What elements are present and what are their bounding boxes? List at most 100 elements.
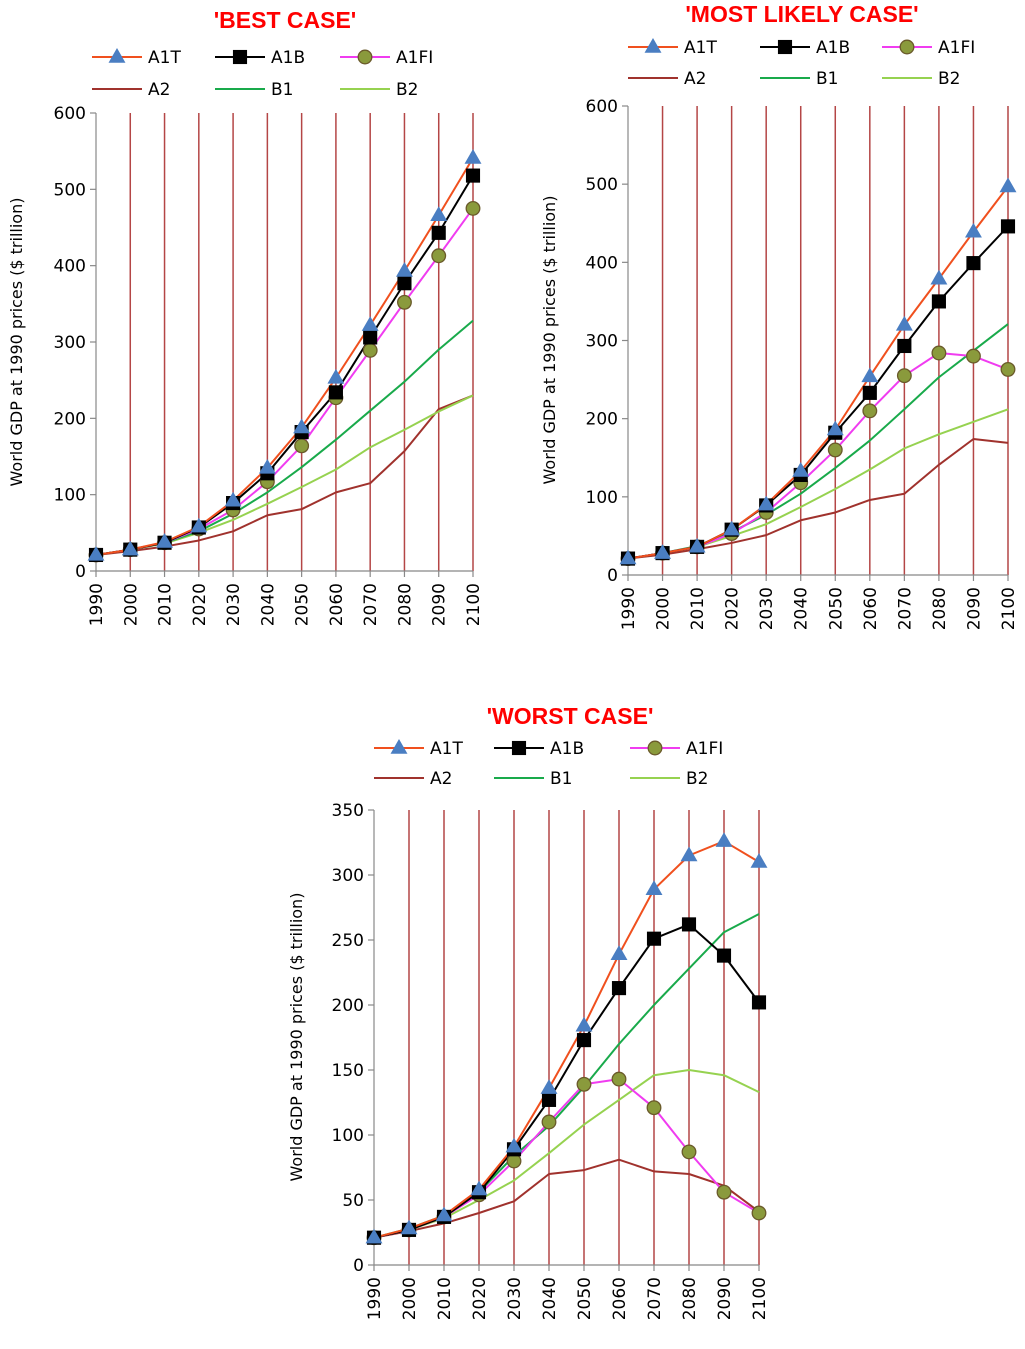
x-tick-label: 2070 (895, 587, 915, 630)
x-tick-label: 2040 (540, 1277, 560, 1320)
data-point-a1t (723, 520, 741, 536)
chart-title: 'WORST CASE' (487, 703, 654, 729)
legend-item-a1fi: A1FI (340, 48, 433, 68)
y-axis-label: World GDP at 1990 prices ($ trillion) (287, 893, 306, 1182)
data-point-a1t (435, 1206, 453, 1222)
x-tick-label: 2010 (688, 587, 708, 630)
series-line-a1b (627, 225, 1009, 560)
y-tick-label: 100 (54, 486, 86, 506)
series-a2 (373, 1158, 760, 1239)
data-point-a1t (610, 945, 628, 960)
x-tick-label: 2020 (190, 583, 210, 626)
x-tick-label: 2050 (293, 583, 313, 626)
x-tick-label: 2100 (750, 1277, 770, 1320)
legend-item-b1: B1 (215, 80, 293, 100)
x-tick-label: 2080 (680, 1277, 700, 1320)
y-tick-label: 500 (586, 175, 618, 195)
data-point-a1t (505, 1137, 523, 1153)
data-point-a1fi (294, 438, 310, 454)
data-point-a1t (861, 367, 879, 383)
legend-label: A1B (550, 739, 584, 759)
data-point-a1b (431, 225, 446, 240)
legend-item-a1t: A1T (374, 738, 463, 759)
data-point-a1t (327, 368, 345, 384)
x-tick-label: 2090 (964, 587, 984, 630)
data-point-a1b (862, 385, 877, 400)
y-tick-label: 500 (54, 180, 86, 200)
data-point-a1fi (716, 1184, 732, 1200)
y-tick-label: 200 (54, 409, 86, 429)
legend-item-b2: B2 (630, 769, 708, 789)
data-point-a1t (400, 1219, 418, 1235)
legend-label: A2 (684, 69, 706, 89)
data-point-a1b (1000, 219, 1016, 234)
chart-title: 'MOST LIKELY CASE' (685, 1, 918, 27)
y-tick-label: 600 (586, 97, 618, 117)
series-b2 (373, 1069, 760, 1239)
markers-a1t (87, 149, 482, 561)
series-line-b2 (627, 408, 1009, 560)
y-tick-label: 0 (353, 1256, 364, 1276)
x-tick-label: 2100 (464, 583, 484, 626)
chart-2: 'MOST LIKELY CASE' A1T A1B A1FI A2 B1 B2 0 100 20… (540, 1, 1019, 630)
legend-item-a1t: A1T (92, 47, 181, 68)
series-a1b (95, 175, 474, 556)
data-point-a1t (792, 462, 810, 477)
legend-label: A1FI (396, 48, 433, 68)
x-tick-label: 2080 (930, 587, 950, 630)
data-point-a1t (540, 1079, 558, 1094)
legend-item-b1: B1 (494, 769, 572, 789)
legend-item-a1fi: A1FI (882, 38, 975, 58)
x-tick-label: 2080 (395, 583, 415, 626)
data-point-a1t (464, 149, 482, 164)
series-line-a1fi (95, 207, 474, 556)
x-tick-label: 2020 (723, 587, 743, 630)
data-point-a1t (121, 540, 139, 556)
data-point-a1t (87, 545, 105, 561)
data-point-a1t (619, 549, 637, 565)
y-tick-label: 300 (54, 333, 86, 353)
data-point-a1fi (1000, 361, 1016, 377)
series-line-a2 (95, 394, 474, 556)
y-tick-label: 0 (75, 562, 86, 582)
data-point-a1fi (862, 403, 878, 419)
data-point-a1b (611, 981, 627, 996)
x-tick-label: 2050 (826, 587, 846, 630)
series-line-a1b (95, 175, 474, 556)
data-point-a1b (966, 256, 981, 271)
data-point-a1fi (646, 1100, 662, 1116)
markers-a1fi (366, 1071, 767, 1246)
series-line-a1b (373, 923, 760, 1239)
y-tick-label: 50 (342, 1191, 364, 1211)
y-tick-label: 150 (332, 1061, 364, 1081)
markers-a1fi (88, 200, 481, 563)
x-tick-label: 2040 (792, 587, 812, 630)
y-tick-label: 100 (586, 488, 618, 508)
data-point-a1t (156, 532, 174, 548)
x-tick-label: 2060 (861, 587, 881, 630)
data-point-a1fi (966, 348, 981, 364)
data-point-a1t (750, 852, 768, 868)
data-point-a1t (895, 315, 913, 331)
legend-marker (777, 39, 793, 55)
x-tick-label: 2030 (757, 587, 777, 630)
x-tick-label: 2010 (156, 583, 176, 626)
x-tick-label: 2070 (361, 583, 381, 626)
data-point-a1fi (931, 345, 947, 361)
x-tick-label: 2040 (258, 583, 278, 626)
data-point-a1t (645, 880, 663, 895)
legend-label: B1 (271, 80, 293, 100)
legend-item-a1b: A1B (215, 48, 305, 68)
chart-3: 'WORST CASE' A1T A1B A1FI A2 B1 B2 0 50 100 150 200… (287, 703, 770, 1320)
legend-item-a2: A2 (374, 769, 452, 789)
series-a1b (627, 225, 1009, 560)
legend-marker (511, 740, 527, 756)
series-b1 (373, 913, 760, 1239)
chart-1: 'BEST CASE' A1T A1B A1FI A2 B1 B2 0 100 200 300 400… (7, 7, 484, 626)
y-tick-label: 400 (586, 253, 618, 273)
legend-label: B1 (550, 769, 572, 789)
data-point-a1b (751, 995, 767, 1010)
legend-label: A1T (430, 739, 463, 759)
data-point-a1t (575, 1016, 593, 1032)
y-tick-label: 600 (54, 104, 86, 124)
